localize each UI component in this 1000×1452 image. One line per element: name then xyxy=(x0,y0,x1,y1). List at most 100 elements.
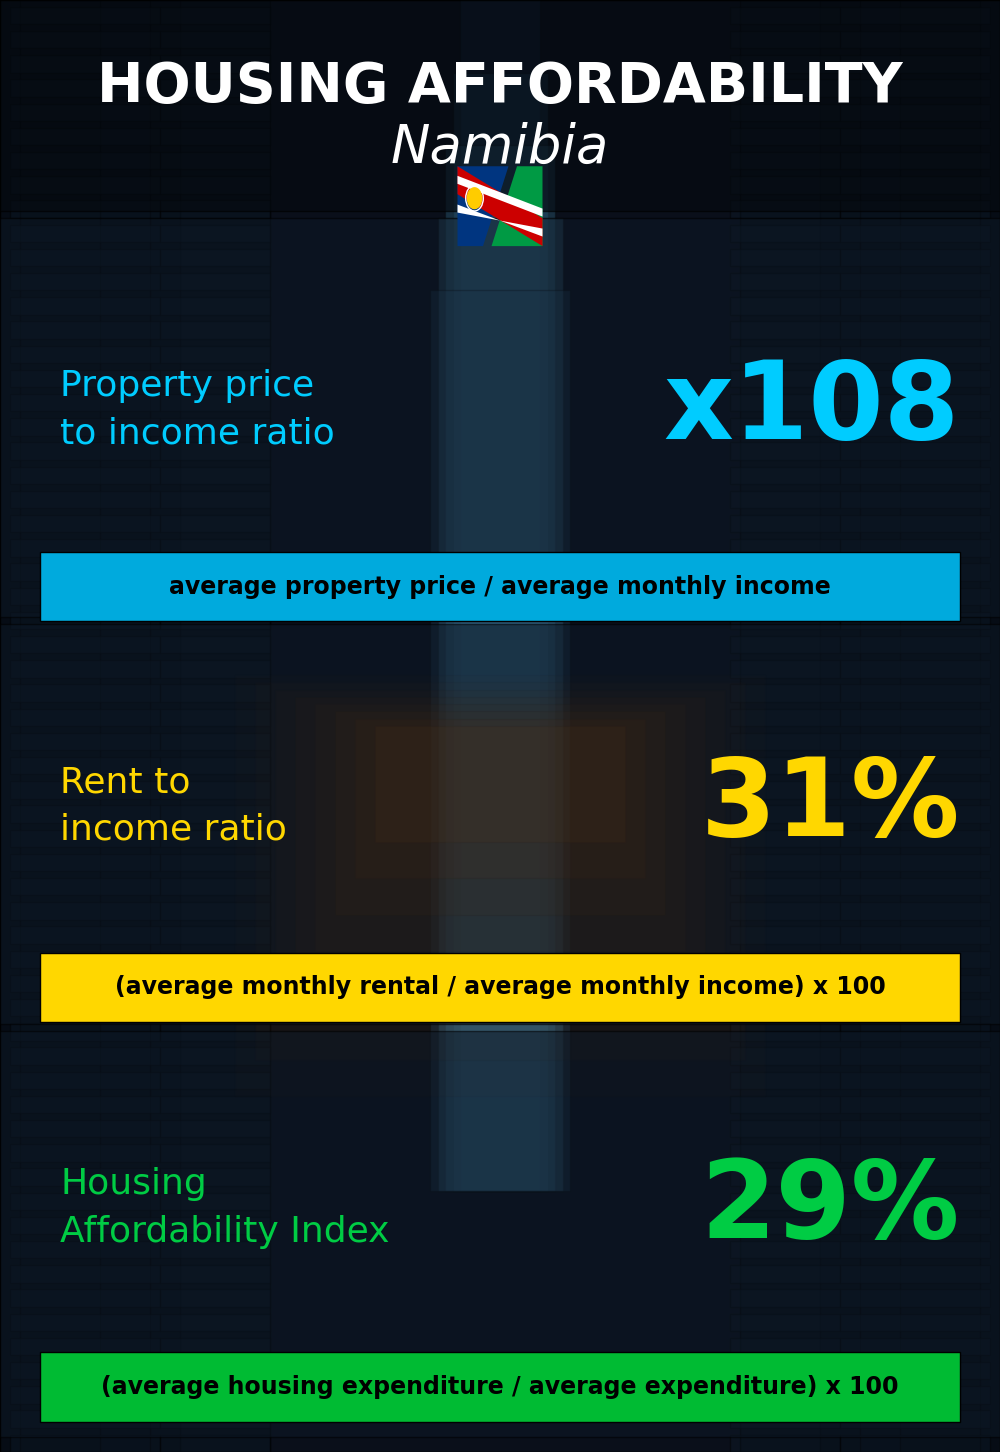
FancyBboxPatch shape xyxy=(840,781,990,799)
FancyBboxPatch shape xyxy=(160,1144,270,1162)
FancyBboxPatch shape xyxy=(840,902,990,919)
FancyBboxPatch shape xyxy=(730,273,840,290)
FancyBboxPatch shape xyxy=(840,878,990,896)
FancyBboxPatch shape xyxy=(160,273,270,290)
Text: (average monthly rental / average monthly income) x 100: (average monthly rental / average monthl… xyxy=(115,976,885,999)
FancyBboxPatch shape xyxy=(10,1387,160,1404)
FancyBboxPatch shape xyxy=(840,1241,990,1259)
FancyBboxPatch shape xyxy=(40,1352,960,1422)
FancyBboxPatch shape xyxy=(460,0,540,1191)
FancyBboxPatch shape xyxy=(10,1362,160,1379)
FancyBboxPatch shape xyxy=(160,1265,270,1282)
FancyBboxPatch shape xyxy=(160,1387,270,1404)
FancyBboxPatch shape xyxy=(0,0,180,1452)
FancyBboxPatch shape xyxy=(10,418,160,436)
Text: 29%: 29% xyxy=(701,1154,960,1262)
FancyBboxPatch shape xyxy=(160,661,270,678)
FancyBboxPatch shape xyxy=(730,393,840,411)
FancyBboxPatch shape xyxy=(840,684,990,701)
FancyBboxPatch shape xyxy=(840,55,990,73)
FancyBboxPatch shape xyxy=(160,1241,270,1259)
FancyBboxPatch shape xyxy=(840,951,990,968)
Text: 31%: 31% xyxy=(700,752,960,860)
FancyBboxPatch shape xyxy=(10,806,160,823)
FancyBboxPatch shape xyxy=(730,636,840,653)
FancyBboxPatch shape xyxy=(10,370,160,388)
FancyBboxPatch shape xyxy=(730,1024,840,1041)
FancyBboxPatch shape xyxy=(160,806,270,823)
FancyBboxPatch shape xyxy=(840,225,990,242)
FancyBboxPatch shape xyxy=(730,225,840,242)
FancyBboxPatch shape xyxy=(730,128,840,145)
FancyBboxPatch shape xyxy=(10,1096,160,1114)
FancyBboxPatch shape xyxy=(10,443,160,460)
FancyBboxPatch shape xyxy=(160,611,270,629)
FancyBboxPatch shape xyxy=(160,636,270,653)
FancyBboxPatch shape xyxy=(10,1289,160,1307)
FancyBboxPatch shape xyxy=(840,491,990,508)
FancyBboxPatch shape xyxy=(840,854,990,871)
FancyBboxPatch shape xyxy=(10,103,160,121)
FancyBboxPatch shape xyxy=(10,709,160,726)
FancyBboxPatch shape xyxy=(160,103,270,121)
FancyBboxPatch shape xyxy=(840,806,990,823)
FancyBboxPatch shape xyxy=(10,1410,160,1427)
FancyBboxPatch shape xyxy=(730,878,840,896)
FancyBboxPatch shape xyxy=(10,974,160,992)
FancyBboxPatch shape xyxy=(840,1072,990,1089)
FancyBboxPatch shape xyxy=(10,636,160,653)
FancyBboxPatch shape xyxy=(10,273,160,290)
FancyBboxPatch shape xyxy=(840,128,990,145)
FancyBboxPatch shape xyxy=(730,611,840,629)
FancyBboxPatch shape xyxy=(255,682,745,1060)
FancyBboxPatch shape xyxy=(10,55,160,73)
FancyBboxPatch shape xyxy=(160,1435,270,1452)
FancyBboxPatch shape xyxy=(730,346,840,363)
FancyBboxPatch shape xyxy=(20,0,100,1452)
FancyBboxPatch shape xyxy=(10,588,160,605)
FancyBboxPatch shape xyxy=(10,1072,160,1089)
FancyBboxPatch shape xyxy=(730,1362,840,1379)
FancyBboxPatch shape xyxy=(10,926,160,944)
FancyBboxPatch shape xyxy=(730,1119,840,1137)
FancyBboxPatch shape xyxy=(840,1289,990,1307)
FancyBboxPatch shape xyxy=(730,926,840,944)
FancyBboxPatch shape xyxy=(840,974,990,992)
FancyBboxPatch shape xyxy=(160,1410,270,1427)
FancyBboxPatch shape xyxy=(160,854,270,871)
FancyBboxPatch shape xyxy=(840,588,990,605)
FancyBboxPatch shape xyxy=(10,7,160,25)
FancyBboxPatch shape xyxy=(730,298,840,315)
FancyBboxPatch shape xyxy=(840,999,990,1016)
FancyBboxPatch shape xyxy=(730,999,840,1016)
FancyBboxPatch shape xyxy=(160,709,270,726)
FancyBboxPatch shape xyxy=(10,539,160,556)
FancyBboxPatch shape xyxy=(730,806,840,823)
FancyBboxPatch shape xyxy=(10,30,160,48)
FancyBboxPatch shape xyxy=(10,1119,160,1137)
FancyBboxPatch shape xyxy=(160,926,270,944)
FancyBboxPatch shape xyxy=(160,491,270,508)
FancyBboxPatch shape xyxy=(840,103,990,121)
Text: (average housing expenditure / average expenditure) x 100: (average housing expenditure / average e… xyxy=(101,1375,899,1398)
Text: Rent to
income ratio: Rent to income ratio xyxy=(60,765,287,847)
FancyBboxPatch shape xyxy=(840,1362,990,1379)
FancyBboxPatch shape xyxy=(730,176,840,193)
FancyBboxPatch shape xyxy=(10,733,160,751)
FancyBboxPatch shape xyxy=(10,1192,160,1210)
Text: Housing
Affordability Index: Housing Affordability Index xyxy=(60,1167,390,1249)
FancyBboxPatch shape xyxy=(840,1314,990,1331)
FancyBboxPatch shape xyxy=(840,1119,990,1137)
FancyBboxPatch shape xyxy=(730,974,840,992)
FancyBboxPatch shape xyxy=(160,443,270,460)
FancyBboxPatch shape xyxy=(840,1435,990,1452)
FancyBboxPatch shape xyxy=(160,152,270,170)
FancyBboxPatch shape xyxy=(295,697,705,987)
Text: x108: x108 xyxy=(664,356,960,463)
FancyBboxPatch shape xyxy=(840,30,990,48)
FancyBboxPatch shape xyxy=(40,552,960,621)
FancyBboxPatch shape xyxy=(840,1169,990,1186)
FancyBboxPatch shape xyxy=(840,926,990,944)
FancyBboxPatch shape xyxy=(840,611,990,629)
FancyBboxPatch shape xyxy=(730,1314,840,1331)
